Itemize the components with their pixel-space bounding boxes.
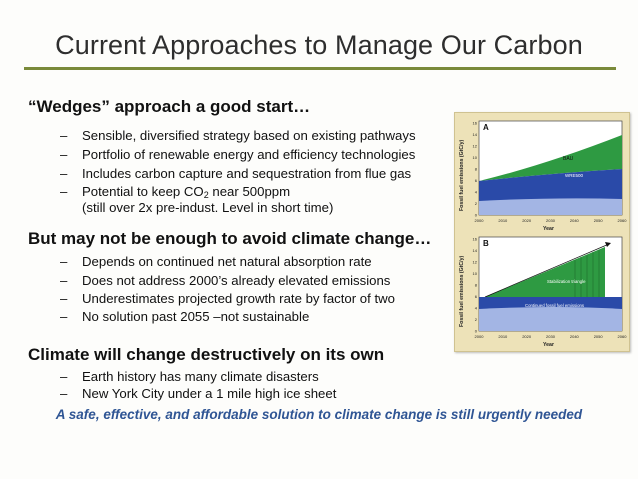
y-tick-label: 0 bbox=[475, 329, 478, 334]
x-tick-label: 2030 bbox=[546, 218, 556, 223]
y-tick-label: 4 bbox=[475, 306, 478, 311]
bullet-text: Does not address 2000’s already elevated… bbox=[82, 273, 391, 288]
x-tick-label: 2020 bbox=[522, 334, 532, 339]
x-tick-label: 2040 bbox=[570, 334, 580, 339]
footer-statement: A safe, effective, and affordable soluti… bbox=[55, 407, 583, 422]
bullet-dash: – bbox=[60, 128, 68, 143]
panel-a-label-bottom: WRE500 bbox=[565, 173, 584, 178]
y-tick-label: 10 bbox=[473, 155, 478, 160]
x-tick-label: 2030 bbox=[546, 334, 556, 339]
panel-a-label-top: BAU bbox=[563, 156, 574, 162]
y-tick-label: 2 bbox=[475, 317, 478, 322]
wre500-lower-area bbox=[479, 198, 622, 215]
panel-b-xlabel: Year bbox=[543, 342, 554, 348]
bullet-text: Includes carbon capture and sequestratio… bbox=[82, 166, 412, 181]
section-heading-climate-change: Climate will change destructively on its… bbox=[28, 345, 385, 364]
panel-a-ylabel: Fossil fuel emissions (GtC/y) bbox=[459, 140, 465, 211]
bullet-dash: – bbox=[60, 254, 68, 269]
panel-a-letter: A bbox=[483, 123, 489, 132]
bullet-text: (still over 2x pre-indust. Level in shor… bbox=[82, 200, 334, 215]
panel-b-label-top: Stabilization triangle bbox=[547, 279, 586, 284]
bullet-text: New York City under a 1 mile high ice sh… bbox=[82, 386, 337, 401]
y-tick-label: 12 bbox=[473, 260, 478, 265]
bullet-text-co2: Potential to keep CO2 near 500ppm bbox=[82, 184, 290, 200]
bullet-dash: – bbox=[60, 273, 68, 288]
panel-b-ylabel: Fossil fuel emissions (GtC/y) bbox=[459, 256, 465, 327]
emissions-figure-svg: A BAU WRE500 Fossil fuel emissions (GtC/… bbox=[459, 121, 627, 349]
y-tick-label: 6 bbox=[475, 178, 478, 183]
bullet-dash: – bbox=[60, 147, 68, 162]
bullet-dash: – bbox=[60, 386, 68, 401]
x-tick-label: 2060 bbox=[618, 334, 628, 339]
y-tick-label: 14 bbox=[473, 248, 478, 253]
co2-text-before: Potential to keep CO bbox=[82, 184, 204, 199]
section-heading-wedges: “Wedges” approach a good start… bbox=[28, 97, 311, 116]
x-tick-label: 2050 bbox=[594, 334, 604, 339]
y-tick-label: 8 bbox=[475, 167, 478, 172]
bullet-text: Earth history has many climate disasters bbox=[82, 369, 319, 384]
triangle-hatching bbox=[574, 250, 600, 297]
x-tick-label: 2060 bbox=[618, 218, 628, 223]
panel-b: B Stabilization triangle Continued fossi… bbox=[459, 237, 627, 349]
y-tick-label: 12 bbox=[473, 144, 478, 149]
continued-emissions-lower-area bbox=[479, 307, 622, 331]
y-tick-label: 14 bbox=[473, 132, 478, 137]
emissions-figure: A BAU WRE500 Fossil fuel emissions (GtC/… bbox=[454, 112, 630, 352]
bullet-dash: – bbox=[60, 166, 68, 181]
growth-line bbox=[484, 243, 610, 298]
y-tick-label: 16 bbox=[473, 121, 478, 126]
bullet-dash: – bbox=[60, 309, 68, 324]
bullet-dash: – bbox=[60, 184, 68, 199]
y-tick-label: 10 bbox=[473, 271, 478, 276]
bullet-text: Depends on continued net natural absorpt… bbox=[82, 254, 372, 269]
x-tick-label: 2000 bbox=[475, 334, 485, 339]
x-tick-label: 2040 bbox=[570, 218, 580, 223]
bullet-dash: – bbox=[60, 369, 68, 384]
x-tick-label: 2000 bbox=[475, 218, 485, 223]
y-tick-label: 4 bbox=[475, 190, 478, 195]
panel-a-yticks: 16 14 12 10 8 6 4 2 0 bbox=[473, 121, 478, 218]
y-tick-label: 0 bbox=[475, 213, 478, 218]
y-tick-label: 8 bbox=[475, 283, 478, 288]
arrow-head bbox=[605, 242, 611, 247]
panel-a-xlabel: Year bbox=[543, 226, 554, 232]
co2-text-after: near 500ppm bbox=[208, 184, 291, 199]
panel-b-letter: B bbox=[483, 239, 489, 248]
bullet-text: No solution past 2055 –not sustainable bbox=[82, 309, 310, 324]
y-tick-label: 6 bbox=[475, 294, 478, 299]
y-tick-label: 2 bbox=[475, 201, 478, 206]
bullet-text: Portfolio of renewable energy and effici… bbox=[82, 147, 416, 162]
co2-subscript: 2 bbox=[203, 190, 209, 200]
title-divider bbox=[24, 67, 616, 70]
panel-b-label-bottom: Continued fossil fuel emissions bbox=[525, 303, 584, 308]
panel-a-xticks: 2000 2010 2020 2030 2040 2050 2060 bbox=[475, 218, 628, 223]
panel-b-xticks: 2000 2010 2020 2030 2040 2050 2060 bbox=[475, 334, 628, 339]
x-tick-label: 2020 bbox=[522, 218, 532, 223]
y-tick-label: 16 bbox=[473, 237, 478, 242]
slide-title: Current Approaches to Manage Our Carbon bbox=[55, 30, 583, 60]
section-heading-not-enough: But may not be enough to avoid climate c… bbox=[28, 229, 432, 248]
panel-b-yticks: 16 14 12 10 8 6 4 2 0 bbox=[473, 237, 478, 334]
panel-a: A BAU WRE500 Fossil fuel emissions (GtC/… bbox=[459, 121, 627, 233]
bullet-text: Underestimates projected growth rate by … bbox=[82, 291, 395, 306]
x-tick-label: 2010 bbox=[498, 218, 508, 223]
bullet-text: Sensible, diversified strategy based on … bbox=[82, 128, 416, 143]
x-tick-label: 2010 bbox=[498, 334, 508, 339]
bau-area bbox=[479, 135, 622, 181]
x-tick-label: 2050 bbox=[594, 218, 604, 223]
bullet-dash: – bbox=[60, 291, 68, 306]
